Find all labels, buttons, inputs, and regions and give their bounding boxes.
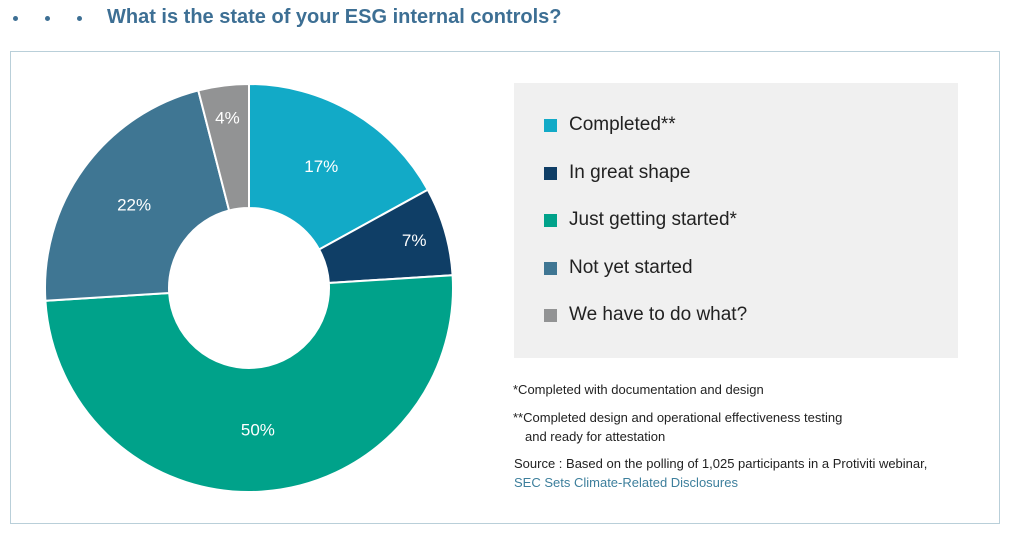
footnote-double-star-line2: and ready for attestation	[525, 429, 666, 444]
data-label-we-have-to-do-what: 4%	[215, 108, 240, 127]
source-link[interactable]: SEC Sets Climate-Related Disclosures	[514, 475, 738, 490]
bullet-dot-icon	[13, 16, 18, 21]
legend-swatch-just-getting-started	[544, 213, 557, 227]
bullet-dot-icon	[77, 16, 82, 21]
legend-swatch-completed	[544, 118, 557, 132]
donut-slice-just-getting-started	[44, 274, 454, 493]
data-label-not-yet-started: 22%	[117, 196, 151, 215]
legend-item-we-have-to-do-what: We have to do what?	[544, 303, 747, 327]
chart-legend: Completed** In great shape Just getting …	[514, 83, 958, 358]
page-title: What is the state of your ESG internal c…	[107, 6, 562, 28]
chart-frame	[10, 51, 1000, 524]
donut-slice-not-yet-started	[44, 89, 231, 302]
donut-slice-completed	[248, 82, 430, 251]
legend-item-just-getting-started: Just getting started*	[544, 208, 737, 232]
legend-item-in-great-shape: In great shape	[544, 161, 690, 185]
data-label-in-great-shape: 7%	[402, 231, 427, 250]
footnote-double-star-line1: **Completed design and operational effec…	[513, 410, 843, 425]
legend-item-completed: Completed**	[544, 113, 676, 137]
legend-label-completed: Completed**	[569, 114, 676, 135]
donut-slice-we-have-to-do-what	[197, 82, 250, 212]
data-label-completed: 17%	[304, 157, 338, 176]
legend-swatch-we-have-to-do-what	[544, 308, 557, 322]
header: What is the state of your ESG internal c…	[0, 0, 1016, 40]
footnote-completed: *Completed with documentation and design	[513, 382, 764, 397]
legend-label-in-great-shape: In great shape	[569, 162, 691, 183]
legend-item-not-yet-started: Not yet started	[544, 256, 693, 280]
data-label-just-getting-started: 50%	[241, 421, 275, 440]
legend-swatch-not-yet-started	[544, 261, 557, 275]
legend-label-just-getting-started: Just getting started*	[569, 209, 737, 230]
legend-label-not-yet-started: Not yet started	[569, 257, 693, 278]
bullet-dot-icon	[45, 16, 50, 21]
legend-swatch-in-great-shape	[544, 166, 557, 180]
source-text: Source : Based on the polling of 1,025 p…	[514, 456, 928, 471]
legend-label-we-have-to-do-what: We have to do what?	[569, 304, 748, 325]
